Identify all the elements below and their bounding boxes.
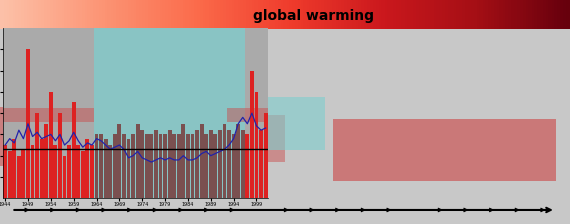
Bar	[177, 134, 181, 198]
Bar	[181, 124, 185, 198]
Bar	[163, 134, 167, 198]
Bar	[195, 130, 199, 198]
Bar	[40, 139, 44, 198]
Bar	[67, 145, 71, 198]
Bar	[94, 28, 245, 198]
Bar	[172, 134, 176, 198]
Bar	[136, 124, 140, 198]
Bar	[99, 134, 103, 198]
Bar	[200, 124, 203, 198]
Bar	[231, 134, 235, 198]
Bar	[149, 134, 153, 198]
Bar	[0, 107, 100, 166]
Bar	[81, 151, 85, 198]
Bar	[168, 130, 172, 198]
Bar	[58, 113, 62, 198]
Bar	[113, 134, 117, 198]
Bar	[86, 139, 89, 198]
Bar	[95, 134, 99, 198]
Bar	[90, 145, 94, 198]
Bar	[63, 156, 67, 198]
Bar	[108, 145, 112, 198]
Bar	[3, 108, 94, 122]
Bar	[140, 130, 144, 198]
Bar	[26, 49, 30, 198]
Bar	[154, 130, 158, 198]
Bar	[8, 151, 11, 198]
Bar	[22, 149, 25, 198]
Bar	[259, 130, 263, 198]
Bar	[218, 130, 222, 198]
Bar	[31, 145, 35, 198]
Bar	[76, 145, 80, 198]
Bar	[333, 119, 556, 181]
Bar	[236, 124, 240, 198]
Bar	[250, 71, 254, 198]
Text: global warming: global warming	[253, 9, 374, 23]
Bar	[127, 139, 131, 198]
Bar	[44, 124, 48, 198]
Bar	[104, 139, 108, 198]
Bar	[227, 130, 231, 198]
Bar	[255, 92, 258, 198]
Bar	[54, 145, 58, 198]
Bar	[246, 134, 249, 198]
Bar	[17, 156, 21, 198]
Bar	[145, 134, 149, 198]
Bar	[227, 108, 268, 122]
Bar	[190, 134, 194, 198]
Bar	[213, 134, 217, 198]
Bar	[131, 134, 135, 198]
Bar	[174, 97, 325, 150]
Bar	[35, 113, 39, 198]
Bar	[117, 124, 121, 198]
Bar	[122, 134, 126, 198]
Bar	[13, 139, 16, 198]
Bar	[222, 124, 226, 198]
Bar	[209, 130, 213, 198]
Bar	[49, 92, 53, 198]
Bar	[186, 134, 190, 198]
Bar	[158, 134, 162, 198]
Bar	[205, 115, 285, 162]
Bar	[72, 103, 76, 198]
Bar	[204, 134, 208, 198]
Bar	[3, 145, 7, 198]
Bar	[264, 113, 267, 198]
Bar	[241, 130, 245, 198]
